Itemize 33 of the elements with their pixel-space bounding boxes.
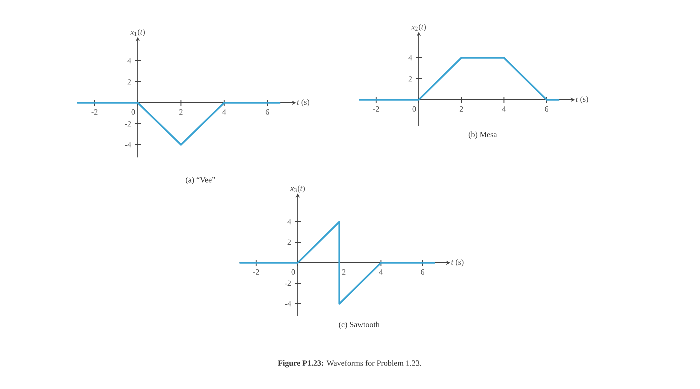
y-axis-title: x$_{1}$(t) [130,29,146,36]
text: (c) Sawtooth [339,322,380,330]
y-axis-title: x$_{2}$(t) [412,24,426,32]
x-tick-label: 0 [412,106,416,112]
x-tick-label: 2 [180,110,183,115]
y-tick-label: 4 [288,219,292,225]
y-tick-label: -4 [125,142,132,148]
y-tick-label: -2 [125,121,132,127]
y-axis-title: x$_{3}$(t) [290,186,306,193]
x-tick-label: 4 [502,106,506,112]
text: Figure P1.23: Waveforms for Problem 1.23. [278,360,422,368]
x-tick-label: 0 [292,270,296,275]
text: (b) Mesa [468,132,498,140]
x-axis-title: t (s) [576,96,588,104]
y-tick-label: 2 [288,240,292,246]
x-tick-label: 6 [266,110,270,115]
x-tick-label: 0 [132,110,136,115]
x-tick-label: 4 [379,270,384,275]
y-tick-label: -4 [285,301,292,307]
x-axis-title: t (s) [297,99,310,107]
x-tick-label: 6 [421,270,425,275]
y-tick-label: 4 [128,58,132,64]
x-tick-label: 2 [342,270,346,275]
text: (a) “Vee” [186,177,216,184]
y-tick-label: -2 [285,280,292,286]
x-tick-label: 2 [460,106,464,112]
y-tick-label: 2 [128,79,132,85]
x-tick-label: -2 [373,106,380,112]
x-axis-title: t (s) [452,259,464,267]
x-tick-label: 4 [222,110,226,115]
x-tick-label: -2 [253,270,260,275]
x-tick-label: 6 [545,106,549,112]
x-tick-label: -2 [92,110,98,115]
